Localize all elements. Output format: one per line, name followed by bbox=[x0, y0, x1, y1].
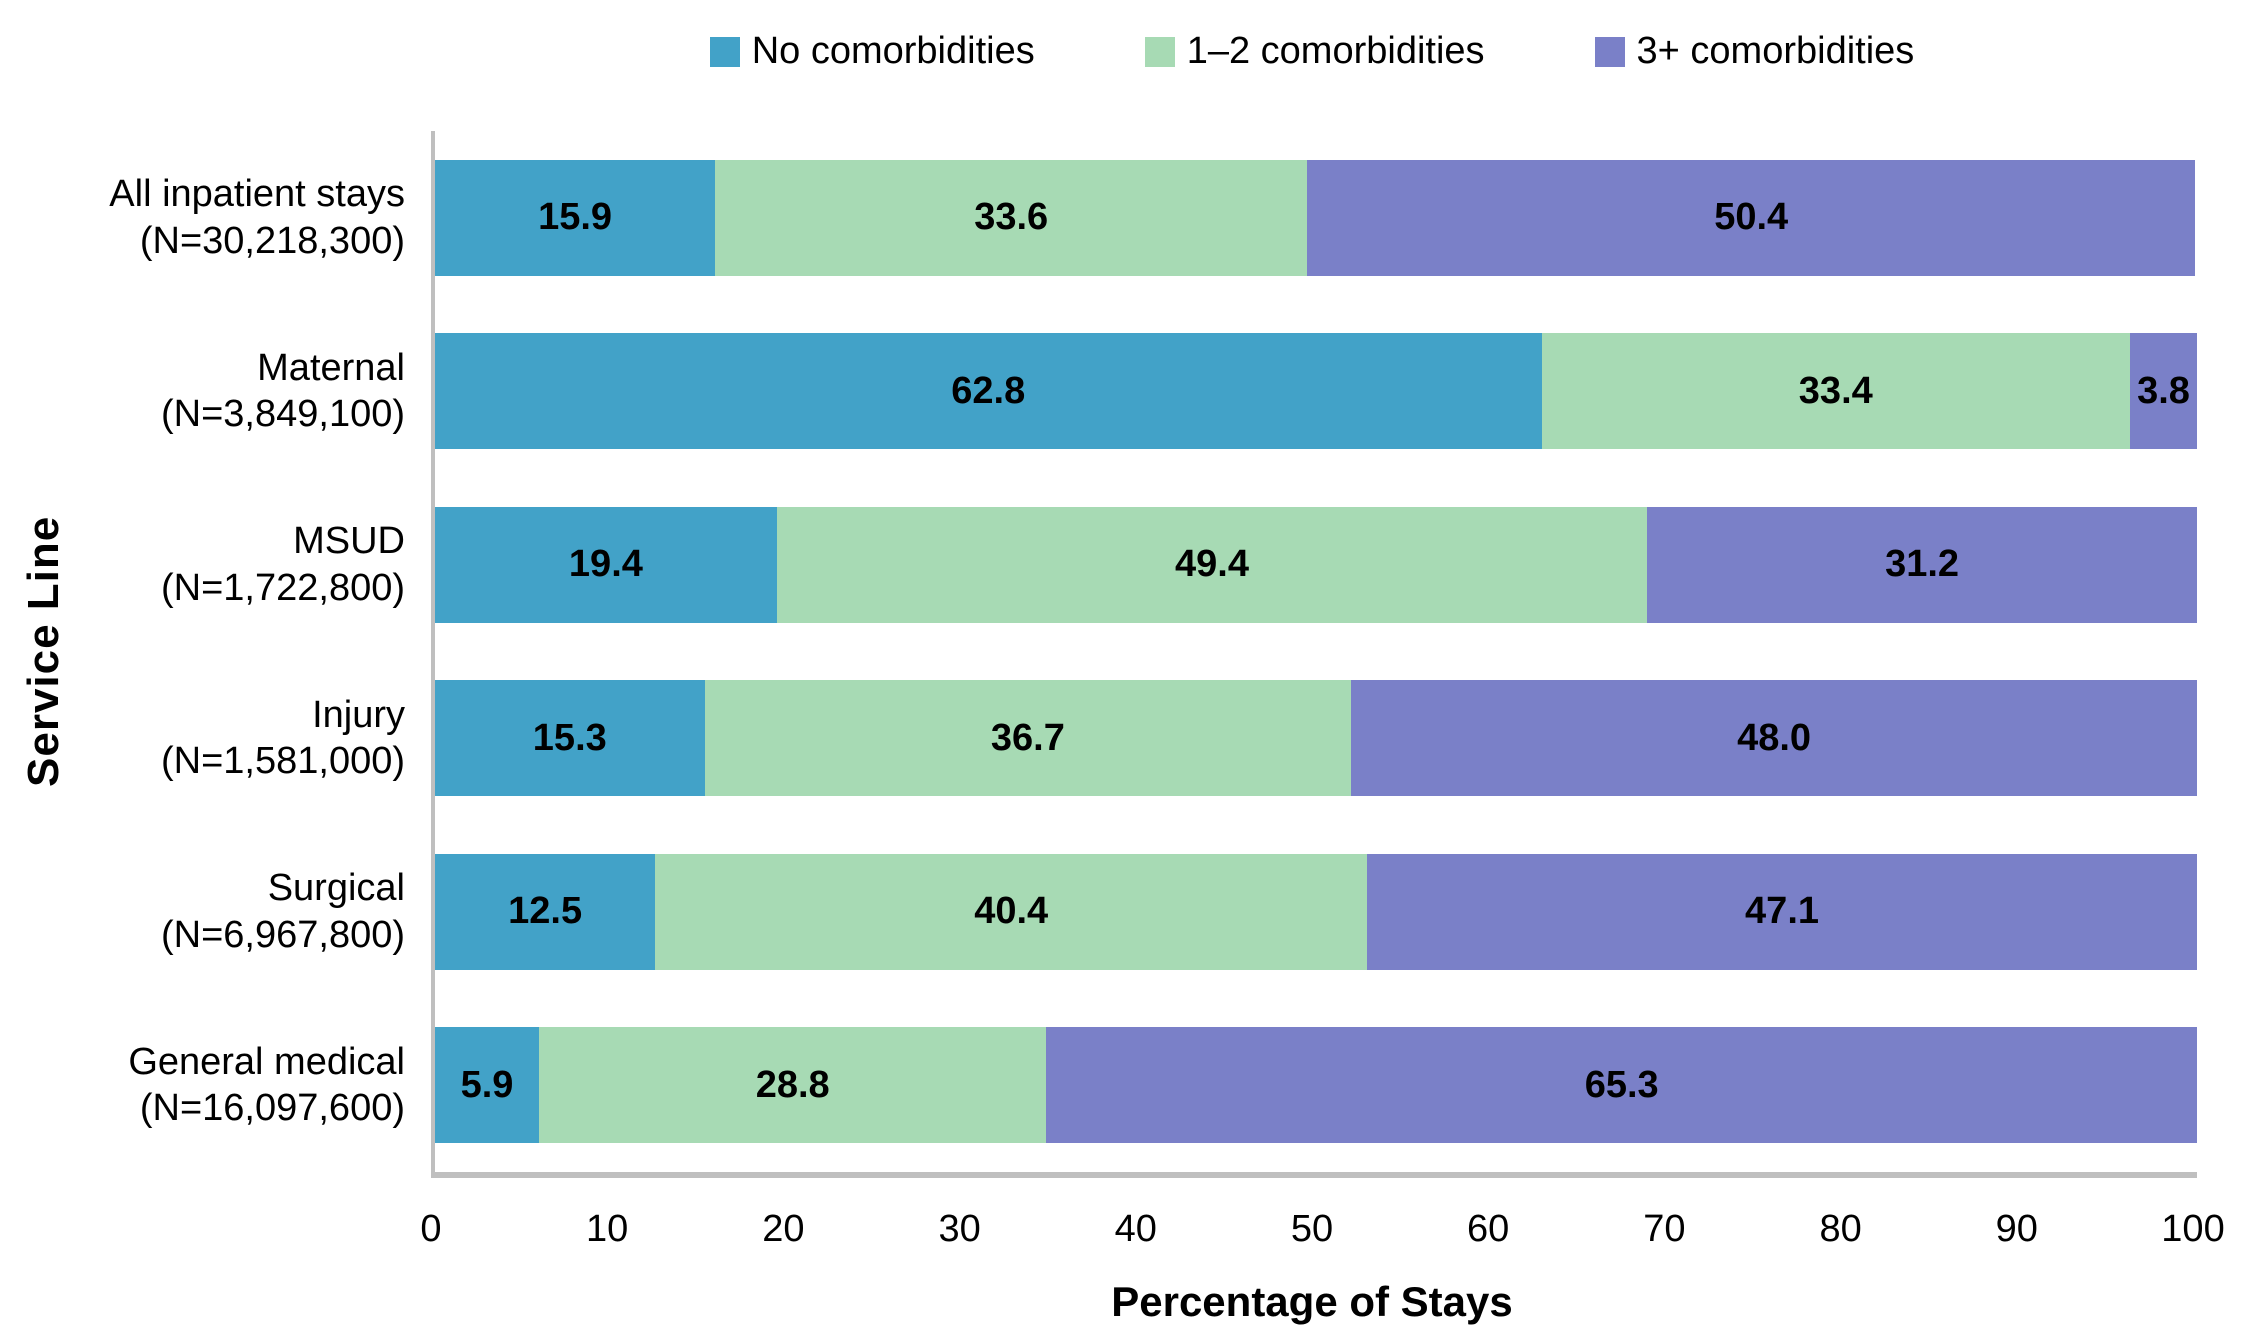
category-name: Maternal bbox=[257, 346, 405, 389]
bar-value-label: 33.4 bbox=[1798, 369, 1873, 412]
bar-value-label: 5.9 bbox=[460, 1063, 514, 1106]
bar-segment: 19.4 bbox=[435, 506, 777, 623]
bar-segment: 28.8 bbox=[538, 1027, 1047, 1144]
legend-label-no-comorbidities: No comorbidities bbox=[751, 30, 1035, 72]
bar-rows: 15.9 33.6 50.4 62.8 33.4 3.8 19.4 49.4 31.2 15.3 3… bbox=[435, 131, 2197, 1172]
category-n-count: (N=1,581,000) bbox=[161, 740, 405, 783]
bar-value-label: 15.9 bbox=[538, 196, 613, 239]
legend-swatch-1-2-comorbidities-icon bbox=[1144, 36, 1175, 67]
bar-segment: 49.4 bbox=[776, 506, 1648, 623]
x-axis-ticks: 0 10 20 30 40 50 60 70 80 90 100 bbox=[420, 1208, 2224, 1258]
bar-segment: 3.8 bbox=[2130, 333, 2197, 450]
bar-value-label: 36.7 bbox=[990, 716, 1065, 759]
bar-segment: 48.0 bbox=[1351, 680, 2197, 797]
category-name: Surgical bbox=[267, 867, 405, 910]
x-axis-title: Percentage of Stays bbox=[1111, 1278, 1513, 1325]
bar-row: 5.9 28.8 65.3 bbox=[435, 999, 2197, 1173]
bar-value-label: 49.4 bbox=[1175, 543, 1249, 586]
bar-segment: 33.4 bbox=[1541, 333, 2131, 450]
stacked-bar: 12.5 40.4 47.1 bbox=[435, 853, 2197, 970]
bar-segment: 15.9 bbox=[435, 159, 716, 276]
legend-item-3plus-comorbidities: 3+ comorbidities bbox=[1594, 30, 1915, 73]
bar-segment: 31.2 bbox=[1647, 506, 2197, 623]
bar-segment: 62.8 bbox=[435, 333, 1542, 450]
category-n-count: (N=30,218,300) bbox=[139, 219, 405, 262]
bar-value-label: 33.6 bbox=[974, 196, 1049, 239]
stacked-bar: 62.8 33.4 3.8 bbox=[435, 333, 2197, 450]
x-tick-label: 80 bbox=[1819, 1208, 1862, 1250]
legend-item-1-2-comorbidities: 1–2 comorbidities bbox=[1144, 30, 1485, 73]
legend-label-1-2-comorbidities: 1–2 comorbidities bbox=[1186, 30, 1485, 72]
x-tick-label: 70 bbox=[1643, 1208, 1686, 1250]
legend-item-no-comorbidities: No comorbidities bbox=[709, 30, 1035, 73]
bar-row: 62.8 33.4 3.8 bbox=[435, 305, 2197, 479]
bar-value-label: 3.8 bbox=[2137, 369, 2190, 412]
x-tick-label: 100 bbox=[2161, 1208, 2225, 1250]
legend-label-3plus-comorbidities: 3+ comorbidities bbox=[1636, 30, 1915, 72]
bar-row: 19.4 49.4 31.2 bbox=[435, 478, 2197, 652]
category-n-count: (N=1,722,800) bbox=[161, 566, 405, 609]
stacked-bar: 19.4 49.4 31.2 bbox=[435, 506, 2197, 623]
bar-row: 15.3 36.7 48.0 bbox=[435, 652, 2197, 826]
bar-row: 15.9 33.6 50.4 bbox=[435, 131, 2197, 305]
legend-swatch-no-comorbidities-icon bbox=[709, 36, 740, 67]
category-label: MSUD (N=1,722,800) bbox=[0, 478, 405, 652]
bar-segment: 36.7 bbox=[704, 680, 1352, 797]
bar-value-label: 19.4 bbox=[568, 543, 643, 586]
bar-segment: 15.3 bbox=[435, 680, 705, 797]
bar-segment: 40.4 bbox=[655, 853, 1368, 970]
bar-value-label: 12.5 bbox=[508, 890, 583, 933]
category-name: Injury bbox=[312, 693, 405, 736]
category-name: All inpatient stays bbox=[109, 173, 405, 216]
stacked-bar: 15.3 36.7 48.0 bbox=[435, 680, 2197, 797]
bar-segment: 5.9 bbox=[435, 1027, 539, 1144]
x-tick-label: 60 bbox=[1467, 1208, 1510, 1250]
bar-value-label: 40.4 bbox=[974, 890, 1049, 933]
bar-row: 12.5 40.4 47.1 bbox=[435, 825, 2197, 999]
category-label: Maternal (N=3,849,100) bbox=[0, 305, 405, 479]
bar-value-label: 50.4 bbox=[1714, 196, 1789, 239]
bar-value-label: 28.8 bbox=[755, 1063, 830, 1106]
stacked-bar: 5.9 28.8 65.3 bbox=[435, 1027, 2197, 1144]
bar-value-label: 31.2 bbox=[1885, 543, 1960, 586]
bar-value-label: 65.3 bbox=[1584, 1063, 1659, 1106]
category-n-count: (N=6,967,800) bbox=[161, 913, 405, 956]
category-label: All inpatient stays (N=30,218,300) bbox=[0, 131, 405, 305]
bar-segment: 12.5 bbox=[435, 853, 656, 970]
x-tick-label: 20 bbox=[762, 1208, 805, 1250]
bar-segment: 33.6 bbox=[715, 159, 1308, 276]
category-name: General medical bbox=[128, 1040, 405, 1083]
legend: No comorbidities 1–2 comorbidities 3+ co… bbox=[431, 30, 2193, 73]
stacked-bar: 15.9 33.6 50.4 bbox=[435, 159, 2197, 276]
x-tick-label: 50 bbox=[1290, 1208, 1334, 1250]
category-labels: All inpatient stays (N=30,218,300) Materna… bbox=[0, 131, 405, 1172]
bar-value-label: 48.0 bbox=[1737, 716, 1812, 759]
x-tick-label: 10 bbox=[586, 1208, 629, 1250]
plot-area: 15.9 33.6 50.4 62.8 33.4 3.8 19.4 49.4 31.2 15.3 3… bbox=[431, 131, 2197, 1178]
x-tick-label: 30 bbox=[938, 1208, 981, 1250]
bar-value-label: 62.8 bbox=[951, 369, 1026, 412]
category-name: MSUD bbox=[293, 520, 405, 563]
category-label: Injury (N=1,581,000) bbox=[0, 652, 405, 826]
x-tick-label: 40 bbox=[1114, 1208, 1157, 1250]
bar-value-label: 15.3 bbox=[532, 716, 607, 759]
category-n-count: (N=16,097,600) bbox=[139, 1087, 405, 1130]
bar-segment: 65.3 bbox=[1046, 1027, 2197, 1144]
bar-value-label: 47.1 bbox=[1745, 890, 1820, 933]
category-n-count: (N=3,849,100) bbox=[161, 393, 405, 436]
x-tick-label: 0 bbox=[420, 1208, 442, 1250]
category-label: Surgical (N=6,967,800) bbox=[0, 825, 405, 999]
legend-swatch-3plus-comorbidities-icon bbox=[1594, 36, 1625, 67]
category-label: General medical (N=16,097,600) bbox=[0, 999, 405, 1173]
bar-segment: 47.1 bbox=[1367, 853, 2197, 970]
bar-segment: 50.4 bbox=[1307, 159, 2196, 276]
x-tick-label: 90 bbox=[1995, 1208, 2038, 1250]
